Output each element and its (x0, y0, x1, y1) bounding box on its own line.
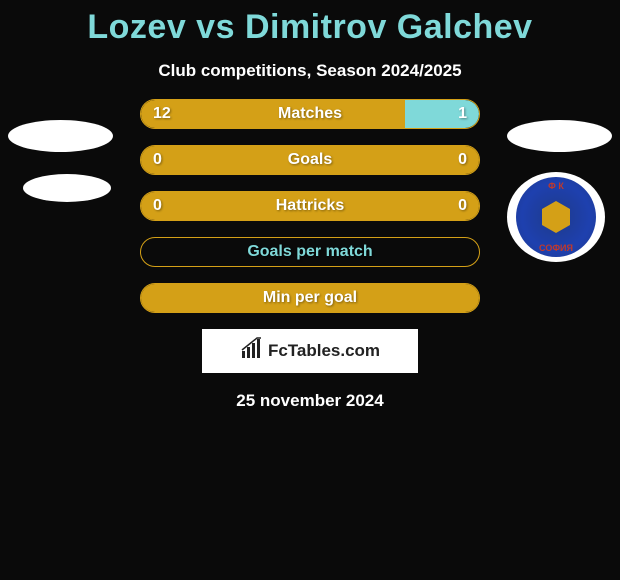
bar-chart-icon (240, 337, 264, 366)
stat-label: Goals per match (141, 243, 479, 261)
brand-text: FcTables.com (268, 341, 380, 361)
page-subtitle: Club competitions, Season 2024/2025 (0, 61, 620, 81)
stat-value-right: 0 (458, 197, 467, 215)
stat-label: Goals (141, 151, 479, 169)
club-badge-inner: Ф К СОФИЯ (516, 177, 596, 257)
stat-label: Min per goal (141, 289, 479, 307)
stat-row-goals: 0 Goals 0 (140, 145, 480, 175)
player-left-avatar (8, 120, 113, 202)
avatar-placeholder-shape (8, 120, 113, 152)
page-title: Lozev vs Dimitrov Galchev (0, 0, 620, 47)
stat-row-matches: 12 Matches 1 (140, 99, 480, 129)
avatar-placeholder-shape (23, 174, 111, 202)
comparison-infographic: Lozev vs Dimitrov Galchev Club competiti… (0, 0, 620, 580)
stat-value-right: 0 (458, 151, 467, 169)
club-badge-shield-icon (542, 201, 570, 233)
stat-row-goals-per-match: Goals per match (140, 237, 480, 267)
player-right-avatar (507, 120, 612, 152)
stat-label: Matches (141, 105, 479, 123)
branding: FcTables.com (202, 329, 418, 373)
stats-list: 12 Matches 1 0 Goals 0 0 Hattricks 0 Goa… (140, 99, 480, 313)
stat-value-right: 1 (458, 105, 467, 123)
stat-row-min-per-goal: Min per goal (140, 283, 480, 313)
avatar-placeholder-shape (507, 120, 612, 152)
club-badge-top-text: Ф К (548, 181, 564, 191)
stat-row-hattricks: 0 Hattricks 0 (140, 191, 480, 221)
stat-label: Hattricks (141, 197, 479, 215)
date-text: 25 november 2024 (0, 391, 620, 411)
club-badge-bottom-text: СОФИЯ (539, 243, 573, 253)
club-badge: Ф К СОФИЯ (507, 172, 605, 262)
